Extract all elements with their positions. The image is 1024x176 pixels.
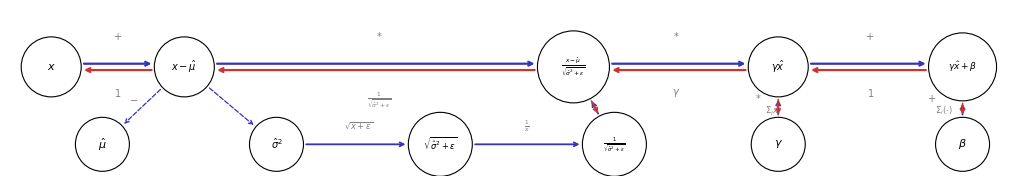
Text: $-$: $-$ (129, 95, 137, 104)
Ellipse shape (76, 117, 129, 171)
Text: +: + (866, 32, 874, 42)
Text: $\hat{\mu}$: $\hat{\mu}$ (98, 136, 106, 153)
Text: $\Sigma_i\hat{x}_i$: $\Sigma_i\hat{x}_i$ (765, 104, 781, 118)
Ellipse shape (538, 31, 609, 103)
Text: $\gamma\hat{x}$: $\gamma\hat{x}$ (771, 59, 785, 75)
Text: *: * (756, 94, 760, 103)
Text: $\frac{1}{x}$: $\frac{1}{x}$ (524, 119, 530, 134)
Text: $x$: $x$ (47, 62, 55, 72)
Text: +: + (928, 94, 936, 103)
Text: $1$: $1$ (114, 87, 122, 99)
Text: $\gamma$: $\gamma$ (774, 138, 782, 150)
Text: $\frac{x-\hat{\mu}}{\sqrt{\hat{\sigma}^2+\epsilon}}$: $\frac{x-\hat{\mu}}{\sqrt{\hat{\sigma}^2… (561, 56, 586, 78)
Ellipse shape (250, 117, 303, 171)
Text: $\frac{1}{\sqrt{\hat{\sigma}^2+\epsilon}}$: $\frac{1}{\sqrt{\hat{\sigma}^2+\epsilon}… (367, 90, 391, 110)
Text: +: + (114, 32, 122, 42)
Text: *: * (377, 32, 381, 42)
Ellipse shape (583, 112, 646, 176)
Text: $x-\hat{\mu}$: $x-\hat{\mu}$ (171, 59, 198, 75)
Text: $\sqrt{\hat{\sigma}^2+\epsilon}$: $\sqrt{\hat{\sigma}^2+\epsilon}$ (423, 136, 458, 152)
Text: *: * (584, 94, 588, 103)
Text: $\beta$: $\beta$ (958, 137, 967, 151)
Text: $\sqrt{x+\epsilon}$: $\sqrt{x+\epsilon}$ (344, 121, 373, 132)
Text: $1$: $1$ (866, 87, 874, 99)
Ellipse shape (929, 33, 996, 101)
Ellipse shape (155, 37, 214, 97)
Ellipse shape (409, 112, 472, 176)
Ellipse shape (936, 117, 989, 171)
Ellipse shape (749, 37, 808, 97)
Ellipse shape (22, 37, 81, 97)
Text: $\gamma\hat{x}+\beta$: $\gamma\hat{x}+\beta$ (948, 59, 977, 74)
Text: $\gamma$: $\gamma$ (672, 87, 680, 99)
Text: *: * (674, 32, 678, 42)
Text: $\hat{\sigma}^2$: $\hat{\sigma}^2$ (270, 137, 283, 151)
Ellipse shape (752, 117, 805, 171)
Text: $\frac{1}{\sqrt{\hat{\sigma}^2+\epsilon}}$: $\frac{1}{\sqrt{\hat{\sigma}^2+\epsilon}… (603, 135, 626, 153)
Text: $\Sigma_i(\cdot)$: $\Sigma_i(\cdot)$ (935, 105, 953, 117)
